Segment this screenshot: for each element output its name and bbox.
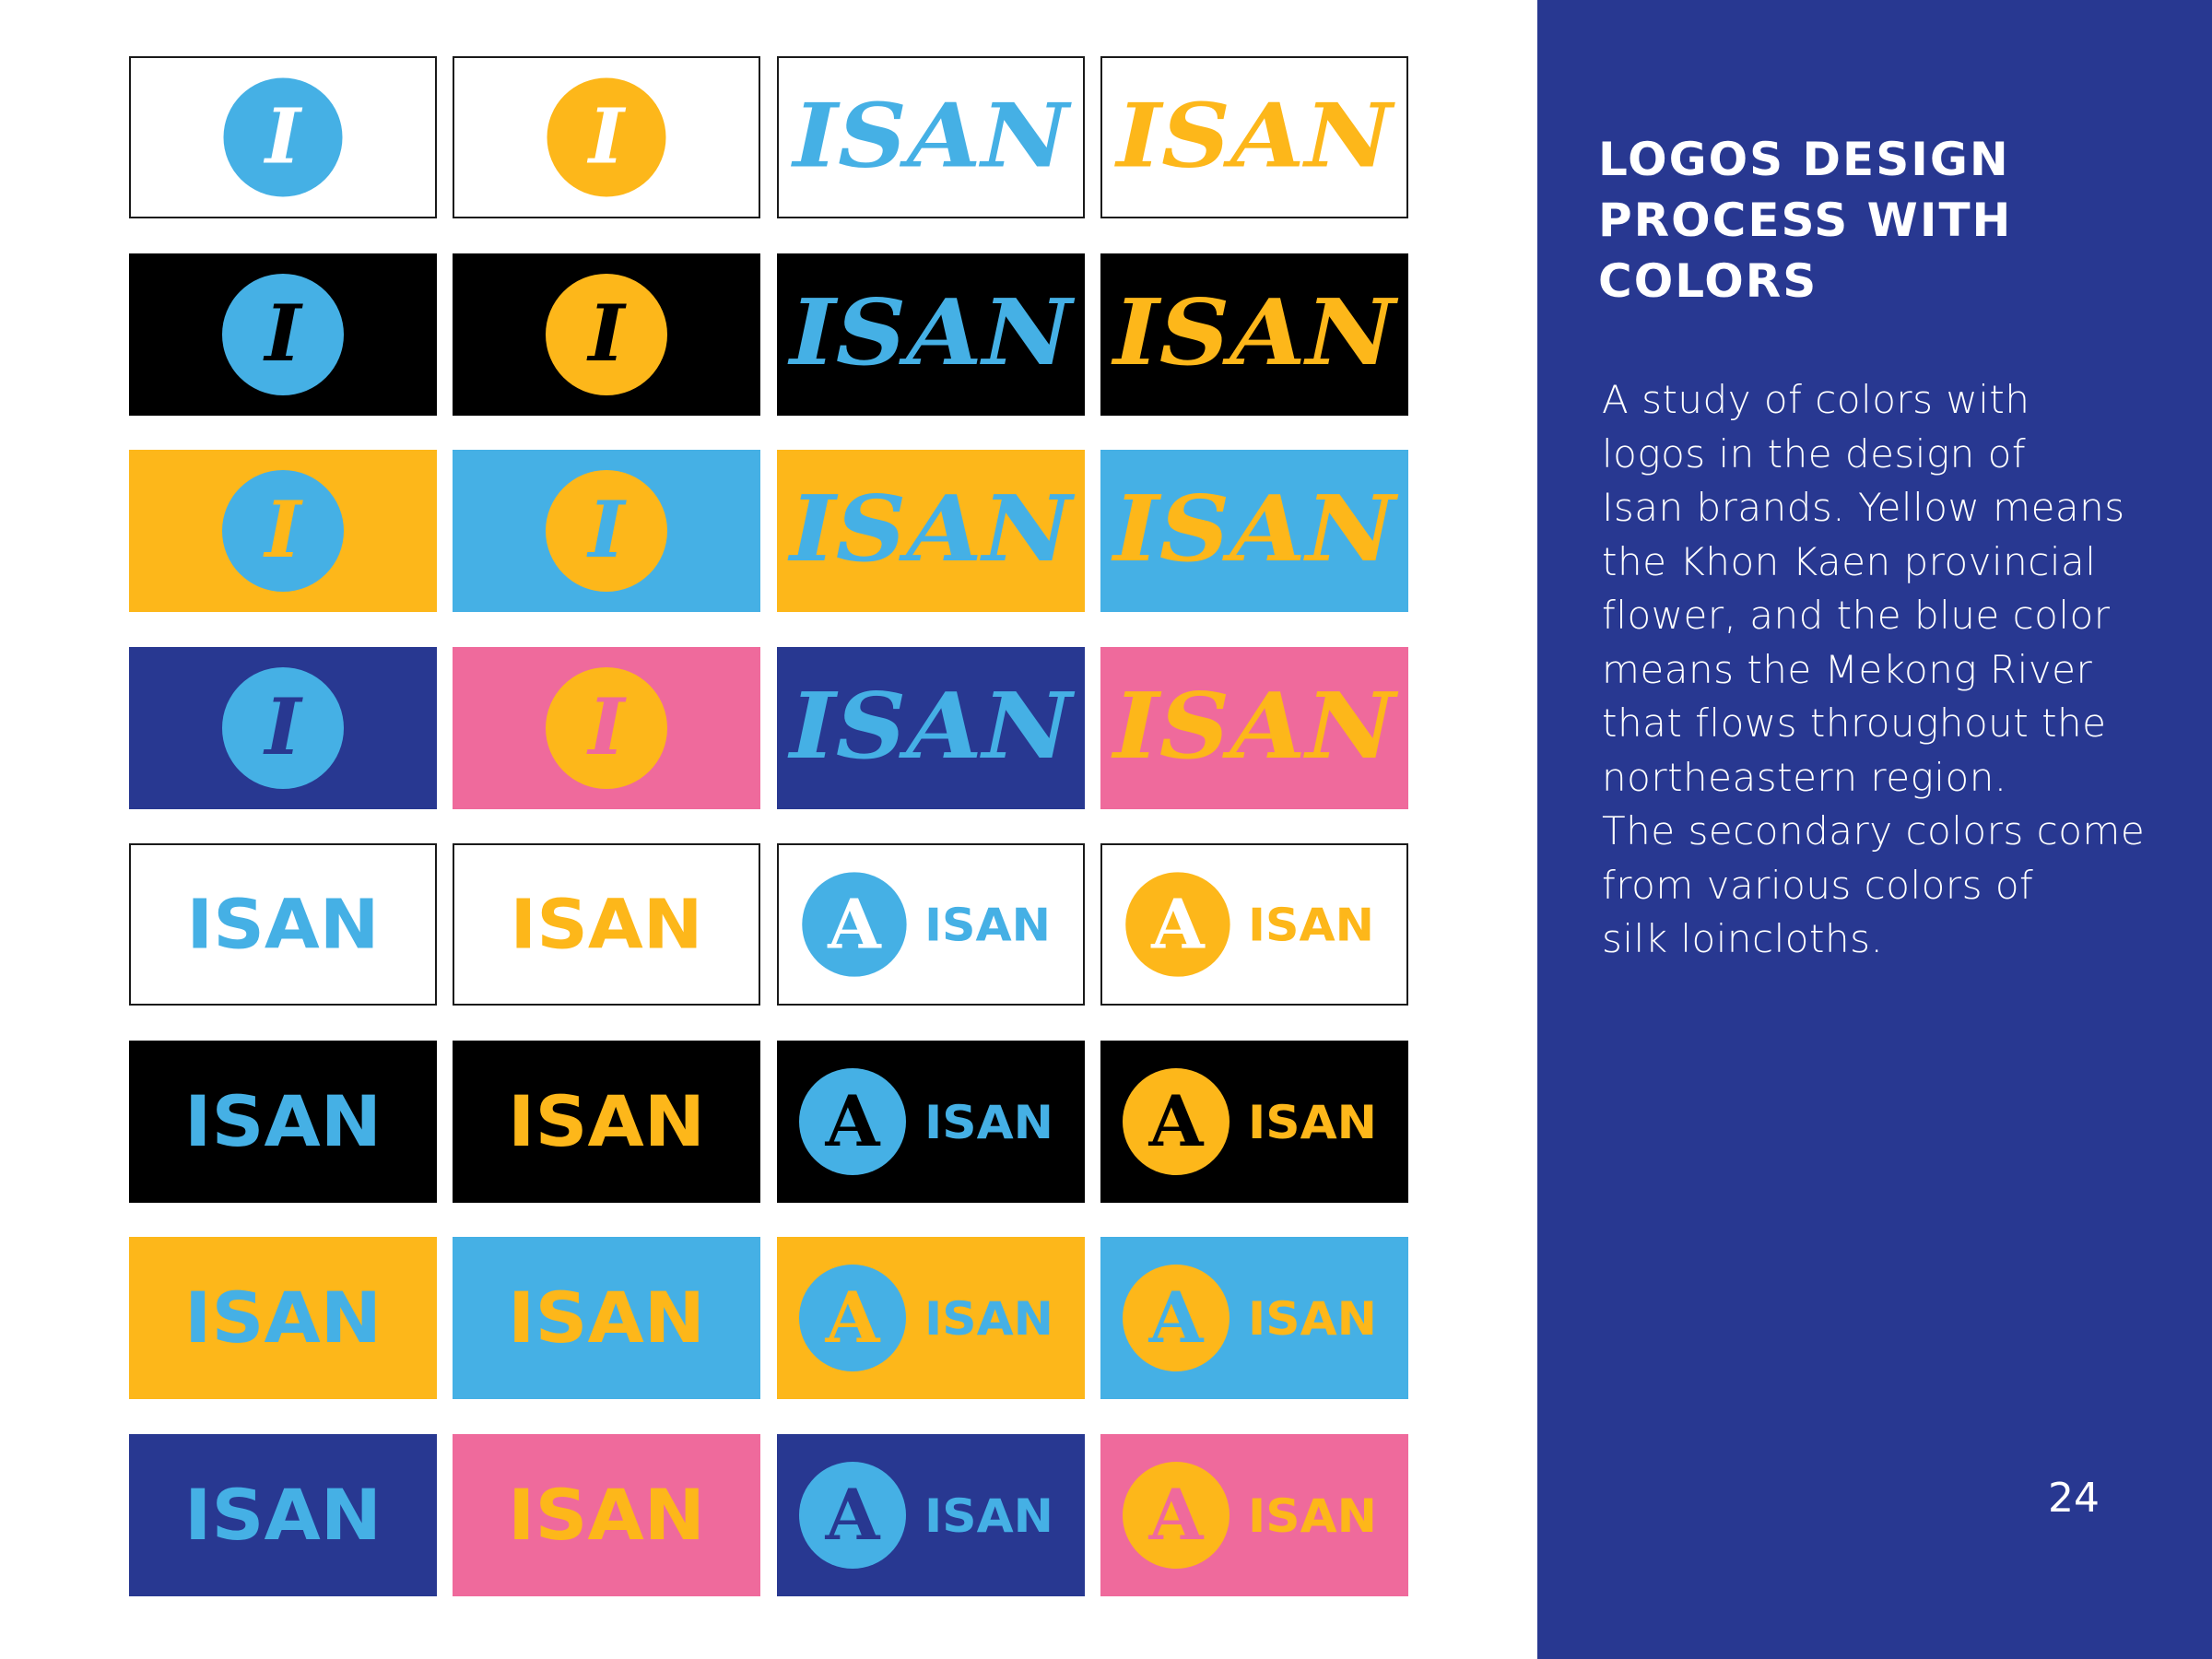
logo-tile-script-wordmark: ISAN xyxy=(777,56,1085,218)
logo-tile-script-wordmark: ISAN xyxy=(777,450,1085,612)
block-wordmark: ISAN xyxy=(508,1277,705,1359)
logo-tile-script-wordmark: ISAN xyxy=(1100,253,1408,416)
emblem-letter: A xyxy=(827,883,882,964)
emblem-letter: A xyxy=(1148,1277,1205,1359)
monogram-letter: I xyxy=(586,484,627,575)
emblem-logo: A ISAN xyxy=(1125,872,1374,977)
emblem-wordmark: ISAN xyxy=(924,900,1051,952)
logo-tile-block-wordmark: ISAN xyxy=(453,843,760,1006)
logo-tile-block-emblem: A ISAN xyxy=(1100,843,1408,1006)
emblem-letter: A xyxy=(1150,883,1206,964)
logo-tile-block-emblem: A ISAN xyxy=(1100,1041,1408,1203)
logo-tile-script-monogram: I xyxy=(129,253,437,416)
logo-tile-block-emblem: A ISAN xyxy=(777,1041,1085,1203)
emblem-logo: A ISAN xyxy=(799,1068,1053,1175)
logo-tile-script-monogram: I xyxy=(129,56,437,218)
description-text: A study of colors with logos in the desi… xyxy=(1602,377,2146,961)
monogram-logo: I xyxy=(546,274,667,395)
sidebar-panel: LOGOS DESIGN PROCESS WITH COLORS A study… xyxy=(1537,0,2212,1659)
emblem-wordmark: ISAN xyxy=(1248,1292,1377,1346)
emblem-letter: A xyxy=(1148,1474,1205,1556)
block-wordmark: ISAN xyxy=(510,884,702,964)
logo-tile-script-monogram: I xyxy=(453,647,760,809)
emblem-wordmark: ISAN xyxy=(924,1096,1053,1149)
monogram-letter: I xyxy=(264,92,303,181)
emblem-wordmark: ISAN xyxy=(924,1489,1053,1543)
logo-tile-block-wordmark: ISAN xyxy=(453,1237,760,1399)
script-wordmark: ISAN xyxy=(1111,674,1399,780)
script-wordmark: ISAN xyxy=(1111,280,1399,386)
logo-tile-block-wordmark: ISAN xyxy=(129,1237,437,1399)
emblem-logo: A ISAN xyxy=(802,872,1051,977)
logo-tile-script-wordmark: ISAN xyxy=(1100,647,1408,809)
block-wordmark: ISAN xyxy=(184,1080,382,1162)
script-wordmark: ISAN xyxy=(787,477,1076,582)
logo-tile-block-wordmark: ISAN xyxy=(129,1434,437,1596)
block-wordmark: ISAN xyxy=(186,884,379,964)
emblem-letter: A xyxy=(825,1080,881,1162)
monogram-letter: I xyxy=(587,92,627,181)
logo-tile-block-wordmark: ISAN xyxy=(453,1041,760,1203)
monogram-logo: I xyxy=(222,470,344,592)
page-title: LOGOS DESIGN PROCESS WITH COLORS xyxy=(1598,133,2013,308)
block-wordmark: ISAN xyxy=(508,1080,705,1162)
logo-tile-block-wordmark: ISAN xyxy=(129,843,437,1006)
logo-tile-script-monogram: I xyxy=(129,450,437,612)
emblem-wordmark: ISAN xyxy=(1248,1096,1377,1149)
monogram-logo: I xyxy=(547,77,666,197)
script-wordmark: ISAN xyxy=(787,674,1076,780)
emblem-wordmark: ISAN xyxy=(1248,900,1374,952)
monogram-letter: I xyxy=(263,484,303,575)
monogram-letter: I xyxy=(586,288,627,379)
monogram-letter: I xyxy=(263,288,303,379)
monogram-letter: I xyxy=(586,681,627,772)
emblem-logo: A ISAN xyxy=(799,1462,1053,1569)
logo-tile-block-emblem: A ISAN xyxy=(1100,1434,1408,1596)
logo-tile-script-monogram: I xyxy=(453,253,760,416)
emblem-letter: A xyxy=(825,1474,881,1556)
script-wordmark: ISAN xyxy=(790,83,1072,187)
logo-tile-script-monogram: I xyxy=(453,450,760,612)
page-number: 24 xyxy=(2048,1475,2100,1522)
logo-tile-script-wordmark: ISAN xyxy=(777,647,1085,809)
logo-tile-script-monogram: I xyxy=(453,56,760,218)
monogram-logo: I xyxy=(222,274,344,395)
logo-tile-block-emblem: A ISAN xyxy=(777,1434,1085,1596)
logo-tile-block-emblem: A ISAN xyxy=(1100,1237,1408,1399)
monogram-letter: I xyxy=(263,681,303,772)
emblem-logo: A ISAN xyxy=(799,1265,1053,1371)
emblem-letter: A xyxy=(825,1277,881,1359)
logo-tile-block-emblem: A ISAN xyxy=(777,1237,1085,1399)
emblem-wordmark: ISAN xyxy=(924,1292,1053,1346)
monogram-logo: I xyxy=(546,470,667,592)
emblem-wordmark: ISAN xyxy=(1248,1489,1377,1543)
logo-tile-script-wordmark: ISAN xyxy=(777,253,1085,416)
logo-tile-block-wordmark: ISAN xyxy=(129,1041,437,1203)
logo-tile-block-emblem: A ISAN xyxy=(777,843,1085,1006)
emblem-letter: A xyxy=(1148,1080,1205,1162)
logo-tile-script-wordmark: ISAN xyxy=(1100,450,1408,612)
logo-tile-block-wordmark: ISAN xyxy=(453,1434,760,1596)
emblem-logo: A ISAN xyxy=(1123,1068,1377,1175)
monogram-logo: I xyxy=(222,667,344,789)
monogram-logo: I xyxy=(546,667,667,789)
emblem-logo: A ISAN xyxy=(1123,1265,1377,1371)
block-wordmark: ISAN xyxy=(184,1474,382,1556)
monogram-logo: I xyxy=(223,77,343,197)
emblem-logo: A ISAN xyxy=(1123,1462,1377,1569)
logo-tile-script-monogram: I xyxy=(129,647,437,809)
logo-tile-script-wordmark: ISAN xyxy=(1100,56,1408,218)
script-wordmark: ISAN xyxy=(787,280,1076,386)
block-wordmark: ISAN xyxy=(184,1277,382,1359)
script-wordmark: ISAN xyxy=(1113,83,1395,187)
block-wordmark: ISAN xyxy=(508,1474,705,1556)
script-wordmark: ISAN xyxy=(1111,477,1399,582)
